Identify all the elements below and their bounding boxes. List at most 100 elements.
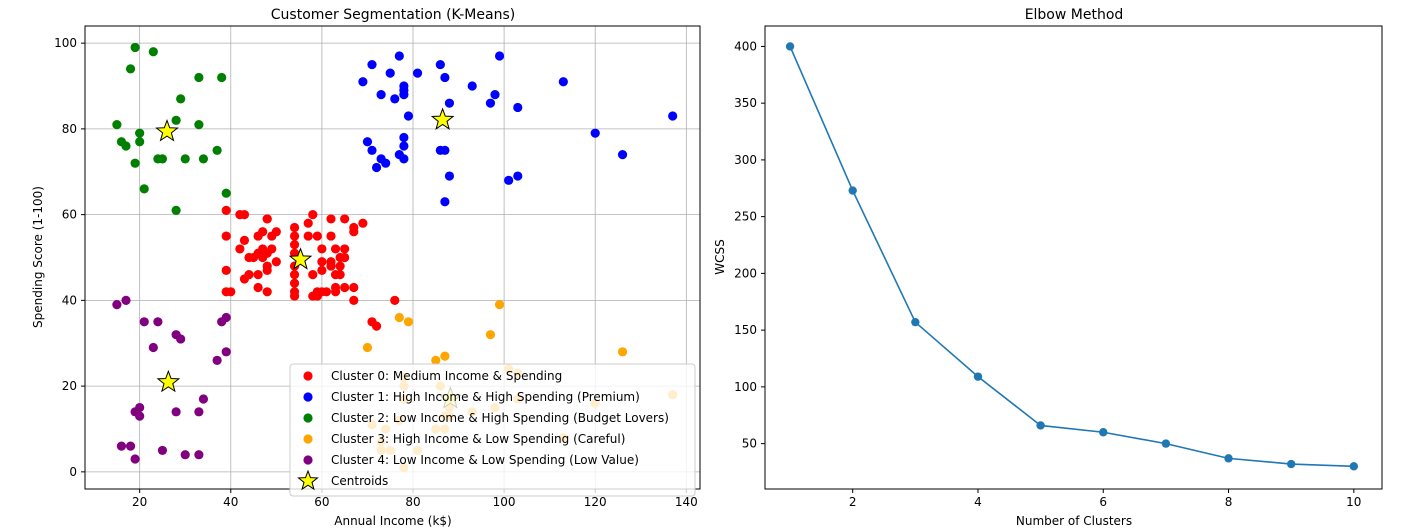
cluster-0-medium-income-spending-point — [321, 287, 332, 297]
scatter-legend-box — [289, 363, 696, 497]
cluster-3-high-income-low-spending-careful-point — [431, 355, 441, 365]
cluster-1-high-income-high-spending-premium-point — [668, 111, 678, 121]
cluster-2-low-income-high-spending-budget-lovers-point — [139, 184, 149, 194]
elbow-y-axis-label: WCSS — [713, 239, 727, 274]
cluster-2-low-income-high-spending-budget-lovers-point — [176, 94, 186, 104]
scatter-x-tick-label: 80 — [405, 495, 420, 509]
cluster-4-low-income-low-spending-low-value-point — [194, 407, 204, 417]
cluster-1-high-income-high-spending-premium-point — [371, 162, 382, 173]
scatter-x-tick-label: 120 — [584, 495, 607, 509]
cluster-0-medium-income-spending-point — [289, 222, 300, 233]
scatter-y-tick-label: 20 — [62, 379, 77, 393]
legend-marker-cluster-3-high-income-low-spending-careful — [303, 434, 313, 444]
legend-marker-cluster-1-high-income-high-spending-premium — [303, 392, 313, 402]
cluster-0-medium-income-spending-point — [349, 282, 359, 293]
cluster-2-low-income-high-spending-budget-lovers-point — [130, 42, 140, 53]
scatter-x-tick-label: 60 — [314, 495, 329, 509]
cluster-4-low-income-low-spending-low-value-point — [121, 295, 131, 305]
scatter-y-tick-label: 80 — [62, 122, 77, 136]
cluster-3-high-income-low-spending-careful-point — [494, 300, 505, 310]
cluster-2-low-income-high-spending-budget-lovers-point — [121, 141, 131, 151]
cluster-3-high-income-low-spending-careful-point — [403, 317, 414, 327]
cluster-2-low-income-high-spending-budget-lovers-point — [135, 128, 145, 138]
cluster-0-medium-income-spending-point — [244, 270, 254, 280]
cluster-0-medium-income-spending-point — [340, 252, 350, 263]
elbow-x-tick-label: 8 — [1225, 495, 1233, 509]
elbow-plot-frame — [764, 25, 1383, 490]
cluster-1-high-income-high-spending-premium-point — [399, 154, 409, 164]
elbow-point — [1161, 439, 1171, 448]
cluster-0-medium-income-spending-point — [308, 270, 318, 280]
scatter-y-tick-label: 60 — [62, 208, 77, 222]
scatter-x-axis-label: Annual Income (k$) — [334, 514, 451, 528]
elbow-x-tick-label: 6 — [1099, 495, 1107, 509]
cluster-0-medium-income-spending-point — [226, 287, 236, 297]
elbow-point — [911, 317, 920, 327]
cluster-1-high-income-high-spending-premium-point — [435, 59, 445, 70]
scatter-chart: Customer Segmentation (K-Means) 20 40 60 80… — [31, 7, 701, 528]
cluster-4-low-income-low-spending-low-value-point — [176, 334, 186, 344]
cluster-0-medium-income-spending-point — [271, 257, 281, 267]
cluster-1-high-income-high-spending-premium-point — [444, 171, 455, 181]
legend-entry-label: Centroids — [331, 474, 388, 488]
cluster-0-medium-income-spending-point — [335, 270, 345, 280]
cluster-4-low-income-low-spending-low-value-point — [198, 394, 209, 404]
cluster-2-low-income-high-spending-budget-lovers-point — [135, 137, 145, 147]
cluster-0-medium-income-spending-point — [253, 282, 263, 293]
scatter-x-tick-label: 140 — [675, 495, 698, 509]
cluster-0-medium-income-spending-point — [258, 227, 268, 237]
legend-entry-label: Cluster 4: Low Income & Low Spending (Lo… — [331, 453, 639, 467]
cluster-0-medium-income-spending-point — [303, 231, 313, 241]
cluster-0-medium-income-spending-point — [330, 287, 341, 297]
cluster-0-medium-income-spending-point — [340, 244, 350, 254]
cluster-0-medium-income-spending-point — [289, 231, 300, 241]
elbow-y-tick-label: 350 — [734, 96, 757, 110]
centroid-star — [155, 119, 179, 142]
cluster-0-medium-income-spending-point — [340, 282, 350, 293]
elbow-y-tick-label: 150 — [734, 323, 757, 337]
cluster-1-high-income-high-spending-premium-point — [440, 72, 450, 83]
elbow-point — [848, 186, 857, 195]
cluster-0-medium-income-spending-point — [221, 205, 231, 215]
elbow-ticks: 2 4 6 8 10 50 100 150 200 250 300 350 400 — [734, 39, 1361, 509]
cluster-1-high-income-high-spending-premium-point — [403, 111, 414, 121]
cluster-1-high-income-high-spending-premium-point — [399, 132, 409, 143]
cluster-0-medium-income-spending-point — [289, 240, 300, 250]
cluster-0-medium-income-spending-point — [308, 210, 318, 220]
cluster-0-medium-income-spending-point — [326, 261, 336, 271]
cluster-2-low-income-high-spending-budget-lovers-point — [221, 188, 231, 198]
elbow-chart: Elbow Method 2 4 6 8 10 50 100 150 200 250 300 350 4… — [713, 7, 1383, 528]
cluster-4-low-income-low-spending-low-value-point — [153, 317, 163, 327]
cluster-2-low-income-high-spending-budget-lovers-point — [194, 120, 204, 130]
cluster-0-medium-income-spending-point — [221, 265, 231, 275]
cluster-1-high-income-high-spending-premium-point — [513, 102, 523, 113]
cluster-4-low-income-low-spending-low-value-point — [180, 450, 190, 460]
cluster-0-medium-income-spending-point — [349, 295, 359, 305]
cluster-1-high-income-high-spending-premium-point — [412, 68, 423, 78]
legend-entry-label: Cluster 0: Medium Income & Spending — [331, 369, 562, 383]
cluster-4-low-income-low-spending-low-value-point — [157, 445, 168, 456]
centroid-star — [430, 107, 455, 130]
cluster-4-low-income-low-spending-low-value-point — [194, 450, 204, 460]
cluster-3-high-income-low-spending-careful-point — [440, 351, 450, 361]
cluster-1-high-income-high-spending-premium-point — [617, 150, 628, 160]
cluster-0-medium-income-spending-point — [239, 235, 250, 245]
cluster-1-high-income-high-spending-premium-point — [558, 77, 568, 87]
cluster-4-low-income-low-spending-low-value-point — [148, 342, 158, 353]
cluster-1-high-income-high-spending-premium-point — [390, 94, 400, 104]
cluster-0-medium-income-spending-point — [312, 231, 322, 241]
scatter-y-tick-label: 0 — [69, 465, 77, 479]
legend-entry-label: Cluster 3: High Income & Low Spending (C… — [331, 432, 625, 446]
cluster-0-medium-income-spending-point — [239, 210, 250, 220]
elbow-series-line — [789, 46, 1354, 468]
cluster-2-low-income-high-spending-budget-lovers-point — [157, 154, 168, 164]
cluster-1-high-income-high-spending-premium-point — [440, 145, 450, 155]
cluster-4-low-income-low-spending-low-value-point — [135, 411, 145, 421]
cluster-0-medium-income-spending-point — [349, 227, 359, 237]
legend-entry-label: Cluster 2: Low Income & High Spending (B… — [331, 411, 669, 425]
cluster-4-low-income-low-spending-low-value-point — [135, 402, 145, 413]
cluster-0-medium-income-spending-point — [262, 265, 272, 275]
elbow-point — [1224, 454, 1233, 463]
cluster-0-medium-income-spending-point — [262, 214, 272, 224]
cluster-0-medium-income-spending-point — [358, 218, 368, 228]
